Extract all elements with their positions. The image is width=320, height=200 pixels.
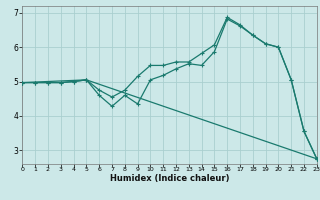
X-axis label: Humidex (Indice chaleur): Humidex (Indice chaleur) [110, 174, 229, 183]
